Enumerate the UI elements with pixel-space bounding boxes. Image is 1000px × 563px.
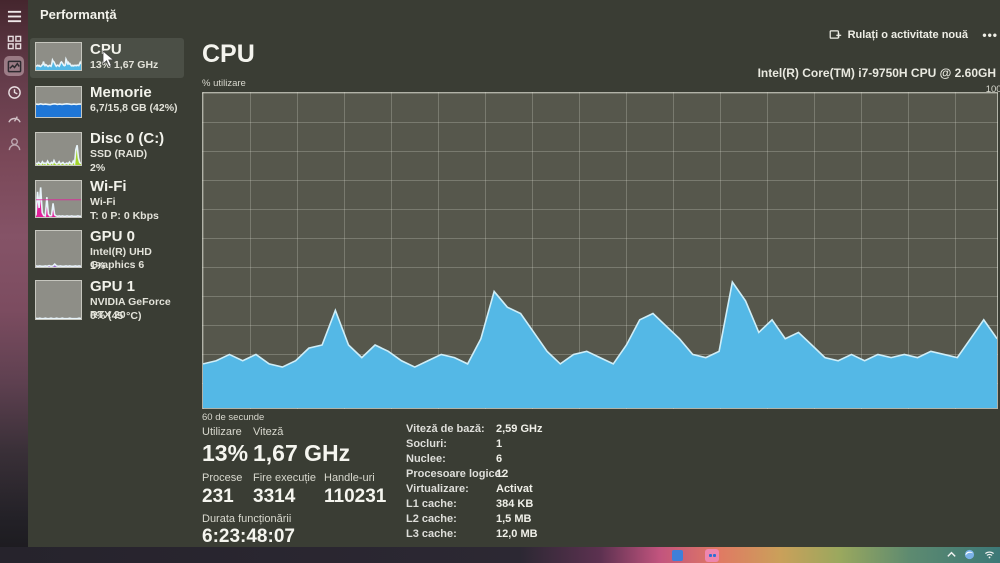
sidebar-wifi-name: Wi-Fi [90, 196, 116, 208]
sidebar-memory-label: Memorie [90, 84, 152, 101]
performance-icon[interactable] [4, 56, 24, 76]
cpu-section-title: CPU [202, 40, 255, 68]
taskbar-active-app-icon[interactable] [705, 549, 719, 562]
gpu1-mini-chart [35, 280, 82, 320]
processes-icon[interactable] [4, 32, 24, 52]
detail-label: Nuclee: [406, 453, 446, 465]
new-task-icon [829, 28, 842, 41]
taskbar-app-icon[interactable] [672, 550, 683, 561]
sidebar-cpu-label: CPU [90, 41, 122, 58]
y-max-label: 100% [985, 84, 1000, 95]
sidebar-gpu0-usage: 1% [90, 260, 106, 272]
sidebar-memory-stats: 6,7/15,8 GB (42%) [90, 102, 178, 114]
detail-label: L2 cache: [406, 513, 457, 525]
sidebar-item-wifi[interactable]: Wi-Fi Wi-Fi T: 0 P: 0 Kbps [30, 176, 184, 228]
cpu-usage-chart [202, 92, 998, 409]
chevron-up-icon[interactable] [946, 549, 957, 560]
detail-value: Activat [496, 483, 533, 495]
handles-value: 110231 [324, 486, 387, 507]
x-axis-label: 60 de secunde [202, 412, 265, 423]
sidebar-disk-type: SSD (RAID) [90, 148, 148, 160]
sidebar-item-gpu1[interactable]: GPU 1 NVIDIA GeForce RTX 20 0% (45 °C) [30, 276, 184, 330]
detail-label: L3 cache: [406, 528, 457, 540]
threads-value: 3314 [253, 486, 296, 507]
sidebar-disk-usage: 2% [90, 162, 106, 174]
detail-value: 1,5 MB [496, 513, 532, 525]
speed-label: Viteză [253, 426, 284, 438]
app-history-icon[interactable] [4, 82, 24, 102]
uptime-label: Durata funcționării [202, 513, 292, 525]
detail-value: 12,0 MB [496, 528, 538, 540]
sidebar-gpu0-label: GPU 0 [90, 228, 136, 245]
detail-label: L1 cache: [406, 498, 457, 510]
cpu-full-name: Intel(R) Core(TM) i7-9750H CPU @ 2.60GH [757, 66, 996, 80]
sidebar-disk-label: Disc 0 (C:) [90, 130, 165, 147]
utilization-value: 13% [202, 440, 249, 466]
detail-label: Viteză de bază: [406, 423, 485, 435]
processes-value: 231 [202, 486, 234, 507]
y-axis-label: % utilizare [202, 78, 246, 89]
sidebar-item-disk[interactable]: Disc 0 (C:) SSD (RAID) 2% [30, 128, 184, 180]
wifi-icon[interactable] [984, 549, 995, 560]
sidebar-gpu0-name: Intel(R) UHD Graphics 6 [90, 246, 152, 271]
memory-mini-chart [35, 86, 82, 118]
detail-value: 1 [496, 438, 503, 450]
detail-value: 12 [496, 468, 509, 480]
menu-icon[interactable] [4, 6, 24, 26]
gpu0-mini-chart [35, 230, 82, 268]
detail-value: 384 KB [496, 498, 534, 510]
processes-label: Procese [202, 472, 243, 484]
utilization-label: Utilizare [202, 426, 242, 438]
more-options-button[interactable]: ••• [982, 28, 998, 42]
sidebar-gpu1-label: GPU 1 [90, 278, 136, 295]
sidebar-item-memory[interactable]: Memorie 6,7/15,8 GB (42%) [30, 82, 184, 122]
handles-label: Handle-uri [324, 472, 375, 484]
sidebar-wifi-throughput: T: 0 P: 0 Kbps [90, 210, 159, 222]
browser-icon[interactable] [964, 549, 975, 560]
users-icon[interactable] [4, 134, 24, 154]
detail-label: Virtualizare: [406, 483, 469, 495]
detail-label: Procesoare logice: [406, 468, 505, 480]
run-new-task-label: Rulați o activitate nouă [847, 28, 968, 41]
startup-icon[interactable] [4, 108, 24, 128]
threads-label: Fire execuție [253, 472, 316, 484]
cpu-mini-chart [35, 42, 82, 71]
detail-value: 2,59 GHz [496, 423, 543, 435]
mouse-cursor [102, 50, 115, 68]
taskbar [0, 547, 1000, 563]
page-title: Performanță [40, 7, 117, 22]
sidebar-wifi-label: Wi-Fi [90, 178, 127, 195]
speed-value: 1,67 GHz [253, 440, 351, 466]
sidebar-item-gpu0[interactable]: GPU 0 Intel(R) UHD Graphics 6 1% [30, 226, 184, 278]
wifi-mini-chart [35, 180, 82, 218]
left-dock [0, 0, 28, 563]
detail-label: Socluri: [406, 438, 447, 450]
detail-value: 6 [496, 453, 503, 465]
sidebar-gpu1-name: NVIDIA GeForce RTX 20 [90, 296, 171, 321]
run-new-task-button[interactable]: Rulați o activitate nouă [829, 28, 968, 41]
task-manager-window: Performanță Rulați o activitate nouă •••… [28, 0, 1000, 547]
sidebar-gpu1-usage: 0% (45 °C) [90, 310, 142, 322]
disk-mini-chart [35, 132, 82, 166]
uptime-value: 6:23:48:07 [202, 526, 295, 547]
